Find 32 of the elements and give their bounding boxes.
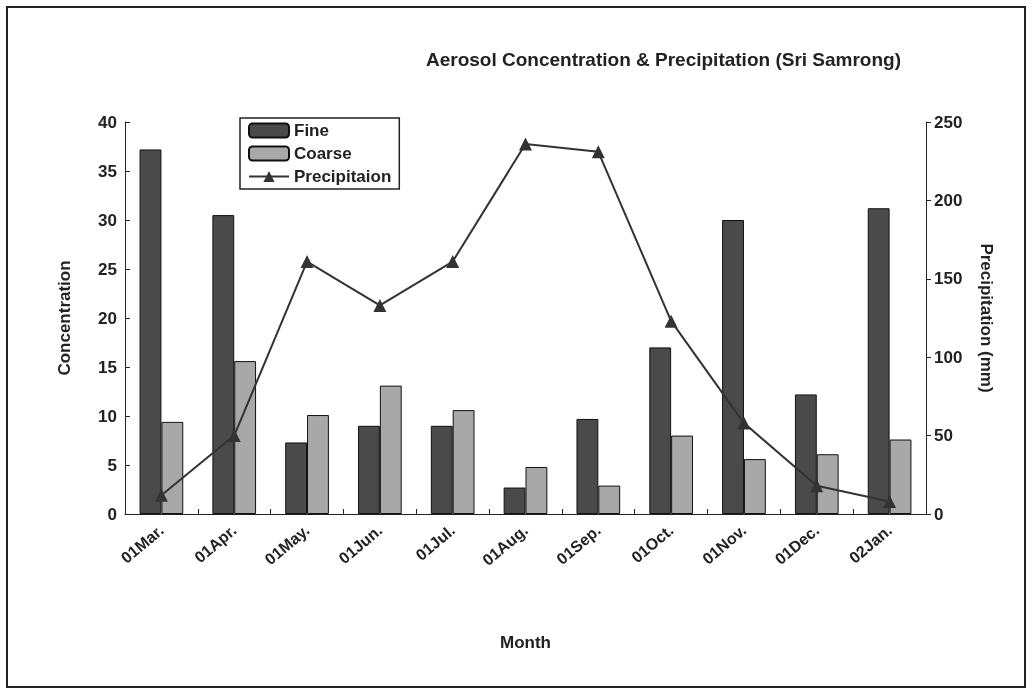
legend-label: Precipitaion (294, 167, 392, 186)
point (591, 145, 605, 159)
chart-title: Aerosol Concentration & Precipitation (Sri Samrong) (425, 49, 902, 70)
legend-label: Fine (294, 121, 329, 140)
y-tick-label: 15 (98, 357, 117, 377)
point (883, 494, 897, 508)
y-tick-label: 40 (98, 112, 117, 132)
y-tick-label: 35 (98, 161, 117, 181)
point (373, 298, 387, 312)
legend-label: Coarse (294, 144, 352, 163)
point (737, 416, 751, 430)
point (664, 314, 678, 328)
point (154, 488, 168, 502)
point (227, 429, 241, 443)
y-tick-label: 30 (98, 210, 117, 230)
y2-tick-label: 0 (934, 504, 944, 524)
y-tick-label: 25 (98, 259, 117, 279)
y-tick-label: 0 (107, 504, 117, 524)
y2-tick-label: 50 (934, 426, 953, 446)
point (519, 137, 532, 151)
point (446, 255, 460, 269)
y-tick-label: 20 (98, 308, 117, 328)
y2-tick-label: 250 (934, 112, 963, 132)
y2-tick-label: 150 (934, 269, 963, 289)
y2-axis-title: Precipitation (mm) (977, 243, 996, 393)
y-axis-title: Concentration (55, 260, 74, 376)
y-tick-label: 5 (107, 455, 117, 475)
y2-tick-label: 200 (934, 190, 963, 210)
y-tick-label: 10 (98, 406, 117, 426)
y2-tick-label: 100 (934, 347, 963, 367)
point (300, 255, 314, 269)
x-axis-title: Month (500, 633, 551, 652)
